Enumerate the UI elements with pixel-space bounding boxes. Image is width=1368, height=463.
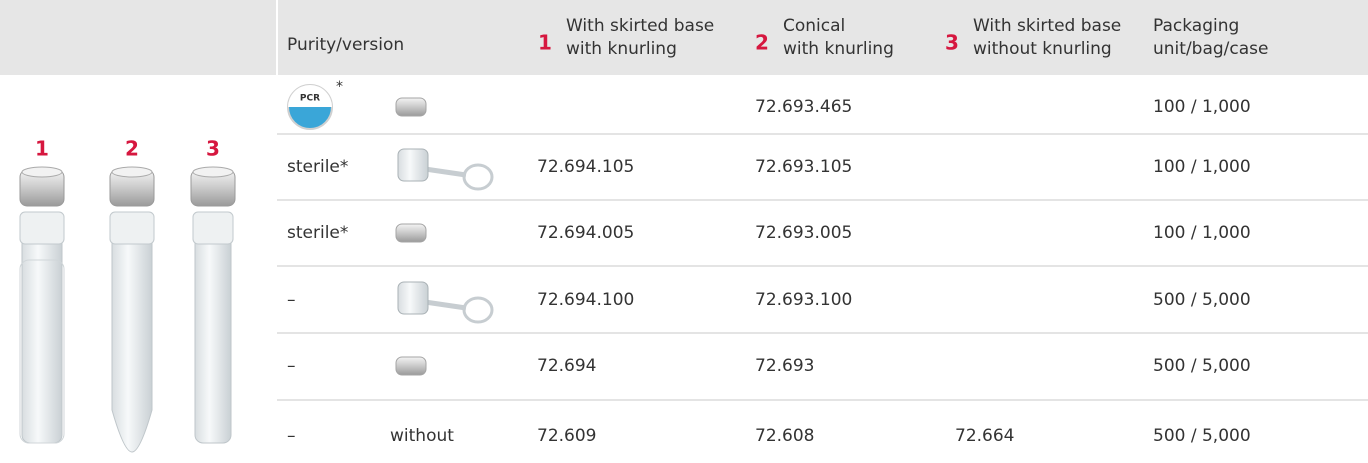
cap-text: without xyxy=(390,426,454,446)
tube xyxy=(110,167,154,452)
pcr-badge: PCR * xyxy=(288,79,343,129)
cell: 72.694.005 xyxy=(537,223,634,243)
cell: 72.693.465 xyxy=(755,97,852,117)
tube-thread xyxy=(193,212,233,244)
cell: 72.664 xyxy=(955,426,1014,446)
cap-strap xyxy=(425,302,466,308)
cap-loop xyxy=(464,165,492,189)
header-background xyxy=(0,0,1368,75)
tube-thread xyxy=(110,212,154,244)
cap-body xyxy=(396,98,426,116)
header-text: without knurling xyxy=(973,39,1112,59)
cap-image xyxy=(398,149,492,189)
cell: 72.694.105 xyxy=(537,157,634,177)
header-packaging: unit/bag/case xyxy=(1153,39,1268,59)
cell: 72.693 xyxy=(755,356,814,376)
cell: 100 / 1,000 xyxy=(1153,157,1251,177)
cell: 100 / 1,000 xyxy=(1153,223,1251,243)
header-purity: Purity/version xyxy=(287,35,404,55)
tube-body xyxy=(112,225,152,452)
cap-body xyxy=(398,282,428,314)
tube-body xyxy=(22,225,62,443)
cell: 100 / 1,000 xyxy=(1153,97,1251,117)
header-text: Conical xyxy=(783,16,845,36)
tube-body xyxy=(195,225,231,443)
cell: 72.693.100 xyxy=(755,290,852,310)
cell: 72.693.105 xyxy=(755,157,852,177)
product-table: Purity/version 1 With skirted base with kn… xyxy=(0,0,1368,463)
cap-loop xyxy=(464,298,492,322)
cap-strap xyxy=(425,169,466,175)
tube-cap-top xyxy=(193,167,233,177)
cell: 72.609 xyxy=(537,426,596,446)
badge-label: PCR xyxy=(300,94,320,104)
purity: sterile* xyxy=(287,223,348,243)
header-text: with knurling xyxy=(566,39,677,59)
purity: – xyxy=(287,290,296,310)
cap-image xyxy=(398,282,492,322)
purity: sterile* xyxy=(287,157,348,177)
tube xyxy=(191,167,235,443)
tube-label: 1 xyxy=(35,137,49,161)
page: {"header": { "purity": "Purity/version",… xyxy=(0,0,1368,463)
tube-label: 3 xyxy=(206,137,220,161)
tube-cap-top xyxy=(112,167,152,177)
cell: 72.608 xyxy=(755,426,814,446)
cell: 500 / 5,000 xyxy=(1153,356,1251,376)
cap-body xyxy=(398,149,428,181)
header-number: 3 xyxy=(945,31,959,55)
header-packaging: Packaging xyxy=(1153,16,1239,36)
cell: 500 / 5,000 xyxy=(1153,290,1251,310)
cell: 72.694.100 xyxy=(537,290,634,310)
cap-body xyxy=(396,357,426,375)
tube-thread xyxy=(20,212,64,244)
header-text: With skirted base xyxy=(566,16,714,36)
header-number: 1 xyxy=(538,31,552,55)
tube-label: 2 xyxy=(125,137,139,161)
tube xyxy=(20,167,64,443)
cap-image xyxy=(396,357,426,375)
cap-body xyxy=(396,224,426,242)
purity: – xyxy=(287,426,296,446)
purity: – xyxy=(287,356,296,376)
cap-image xyxy=(396,98,426,116)
tube-cap-top xyxy=(22,167,62,177)
header-text: With skirted base xyxy=(973,16,1121,36)
cell: 500 / 5,000 xyxy=(1153,426,1251,446)
header-text: with knurling xyxy=(783,39,894,59)
cell: 72.694 xyxy=(537,356,596,376)
cap-image xyxy=(396,224,426,242)
cell: 72.693.005 xyxy=(755,223,852,243)
badge-mark: * xyxy=(336,79,343,95)
header-number: 2 xyxy=(755,31,769,55)
